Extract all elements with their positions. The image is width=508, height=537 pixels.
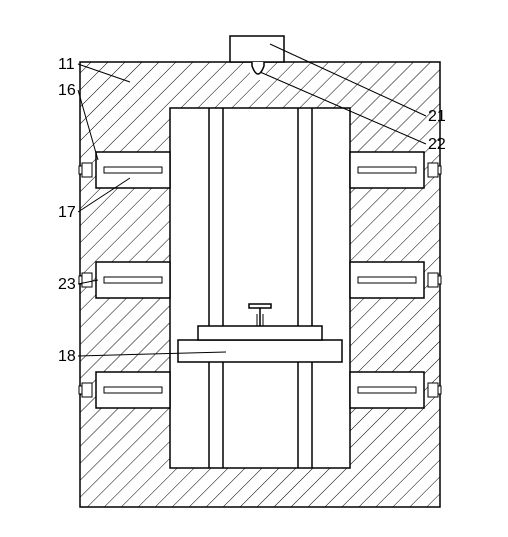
callout-label-11: 11 [58,56,75,74]
callout-label-23: 23 [58,276,76,294]
callout-label-18: 18 [58,348,76,366]
callout-label-17: 17 [58,204,76,222]
callout-label-16: 16 [58,82,76,100]
callout-label-21: 21 [428,108,446,126]
callout-label-22: 22 [428,136,446,154]
